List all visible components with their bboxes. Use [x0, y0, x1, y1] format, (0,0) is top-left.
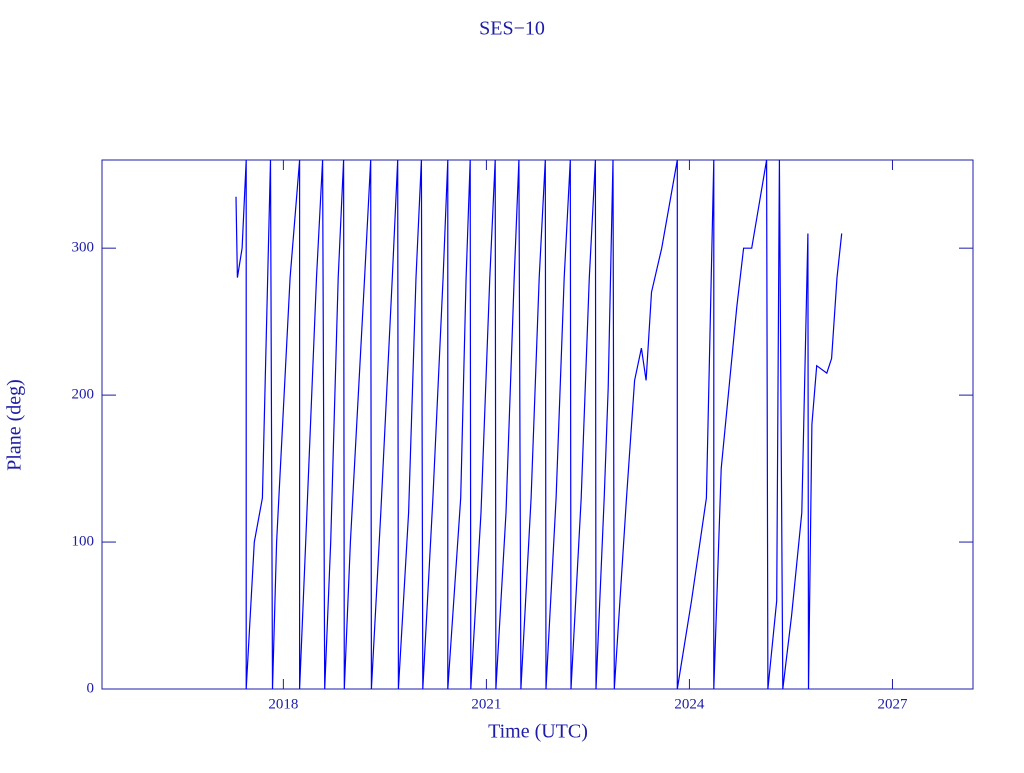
chart-title: SES−10	[479, 18, 545, 40]
x-tick-label: 2024	[674, 696, 705, 712]
x-axis-label: Time (UTC)	[488, 721, 588, 743]
y-tick-label: 200	[72, 387, 95, 403]
x-tick-label: 2018	[268, 696, 298, 712]
data-line	[235, 159, 843, 690]
plot-frame	[101, 159, 974, 690]
x-tick-label: 2021	[471, 696, 501, 712]
y-tick-label: 100	[72, 533, 95, 549]
x-tick-label: 2027	[877, 696, 908, 712]
y-axis-label: Plane (deg)	[4, 379, 26, 471]
y-tick-label: 300	[72, 240, 95, 256]
y-tick-label: 0	[87, 680, 95, 696]
